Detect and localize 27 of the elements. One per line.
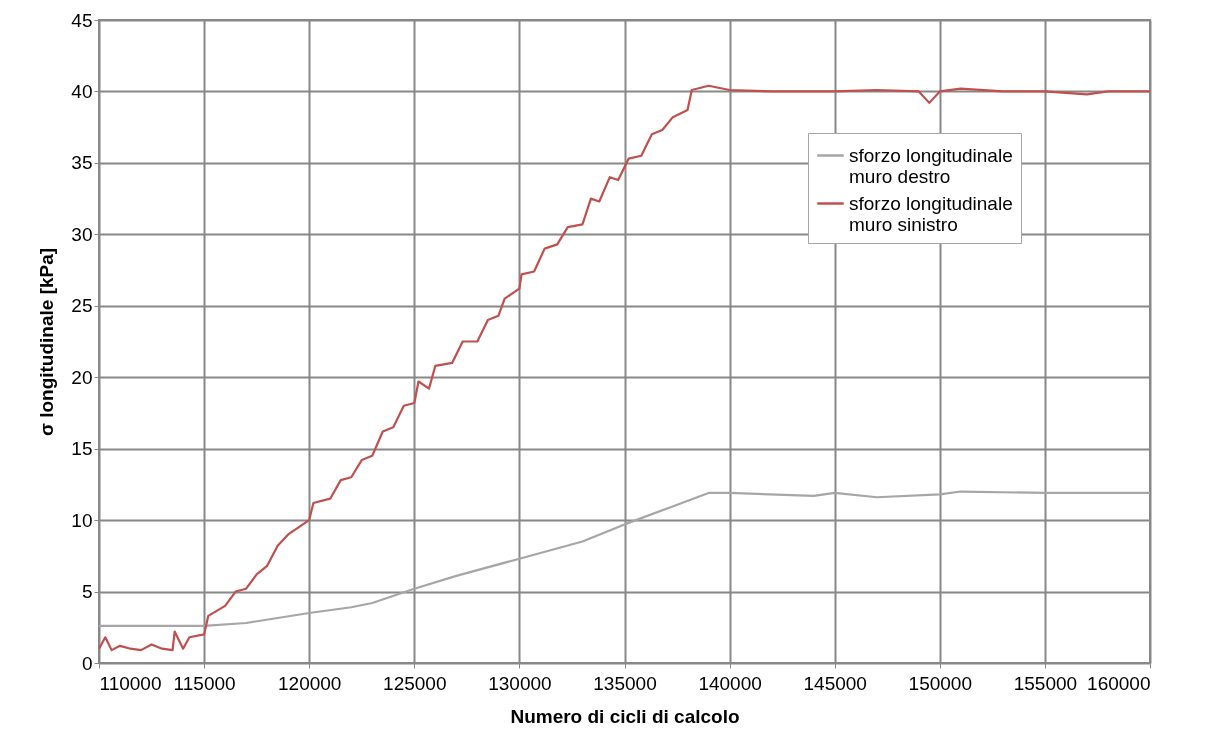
x-tick-label: 155000: [1013, 672, 1078, 694]
y-tick-label: 35: [71, 152, 93, 174]
x-tick-label: 150000: [908, 672, 972, 694]
x-tick-label: 110000: [99, 672, 162, 694]
x-tick-label: 130000: [488, 672, 552, 694]
legend-label: sforzo longitudinale muro destro: [849, 144, 1013, 187]
y-tick-label: 40: [71, 80, 93, 102]
y-tick-label: 25: [71, 295, 93, 317]
legend-label: sforzo longitudinale muro sinistro: [849, 192, 1013, 235]
y-tick-label: 20: [71, 366, 93, 388]
x-tick-label: 115000: [173, 672, 236, 694]
y-tick-label: 10: [71, 509, 93, 531]
y-axis-title: σ longitudinale [kPa]: [36, 247, 58, 437]
x-tick-label: 120000: [278, 672, 342, 694]
line-series: [97, 490, 1152, 627]
x-tick-label: 125000: [383, 672, 447, 694]
y-tick-label: 5: [81, 581, 93, 603]
y-tick-label: 15: [71, 438, 93, 460]
x-tick-label: 160000: [1087, 672, 1151, 694]
x-tick-label: 145000: [803, 672, 867, 694]
x-tick-label: 140000: [698, 672, 762, 694]
y-tick-label: 45: [71, 9, 93, 31]
y-tick-label: 0: [81, 652, 93, 674]
line-series: [97, 84, 1152, 652]
x-axis-title: Numero di cicli di calcolo: [510, 705, 740, 727]
y-tick-label: 30: [71, 223, 93, 245]
x-tick-label: 135000: [593, 672, 657, 694]
